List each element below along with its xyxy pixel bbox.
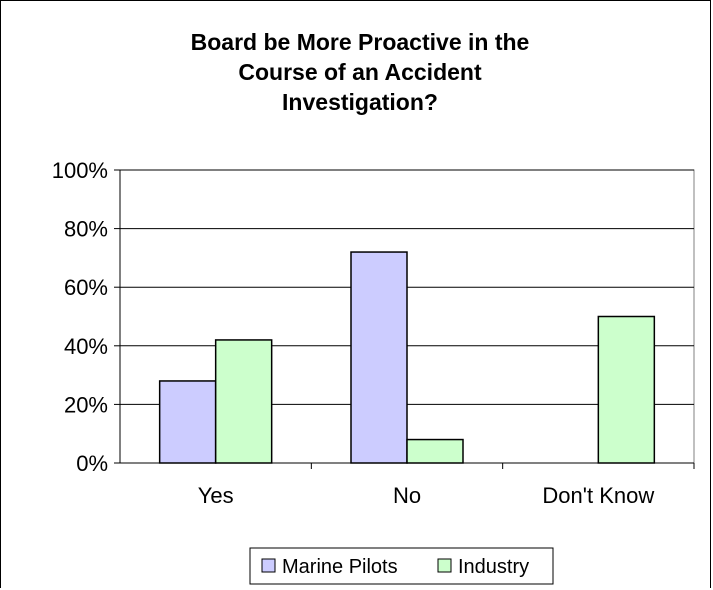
category-label: Don't Know: [542, 483, 654, 508]
y-tick-label: 40%: [64, 334, 108, 359]
chart-title: Board be More Proactive in the Course of…: [191, 29, 530, 115]
axes: [114, 169, 695, 469]
bar: [597, 315, 656, 464]
y-tick-label: 100%: [52, 158, 108, 183]
category-label: Yes: [198, 483, 234, 508]
legend-box: [249, 547, 554, 585]
legend-label: Industry: [458, 556, 529, 578]
bars: [158, 251, 656, 464]
y-tick-label: 60%: [64, 275, 108, 300]
bar: [214, 339, 273, 464]
legend-label: Marine Pilots: [282, 556, 398, 578]
chart-title-line-3: Investigation?: [282, 89, 438, 115]
category-label: No: [393, 483, 421, 508]
bar: [158, 380, 217, 464]
bar: [350, 251, 408, 464]
legend: Marine Pilots Industry: [249, 547, 554, 585]
chart-title-line-2: Course of an Accident: [238, 59, 482, 85]
chart-title-line-1: Board be More Proactive in the: [191, 29, 530, 55]
legend-swatch: [261, 558, 276, 573]
bar: [406, 438, 464, 464]
y-tick-label: 0%: [76, 451, 108, 476]
y-tick-labels: 0% 20% 40% 60% 80% 100%: [52, 158, 108, 476]
y-tick-label: 20%: [64, 392, 108, 417]
y-tick-label: 80%: [64, 217, 108, 242]
category-labels: Yes No Don't Know: [198, 483, 655, 508]
legend-swatch: [437, 558, 452, 573]
